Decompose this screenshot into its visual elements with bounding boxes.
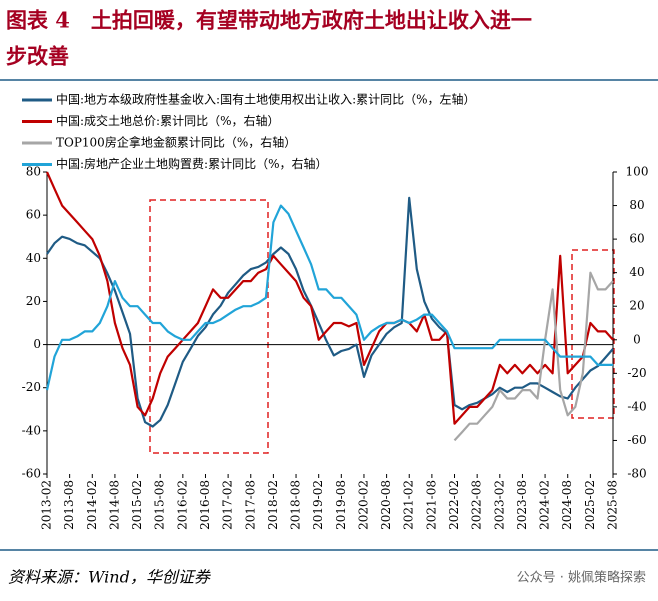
y2-tick-label: -60 [627, 433, 646, 447]
x-tick-label: 2022-02 [447, 480, 461, 530]
x-tick-label: 2023-02 [492, 480, 506, 530]
x-tick-label: 2018-08 [289, 480, 303, 530]
legend-label: 中国:地方本级政府性基金收入:国有土地使用权出让收入:累计同比（%，左轴） [56, 92, 476, 107]
y2-tick-label: 20 [629, 299, 644, 313]
y2-tick-label: -20 [627, 366, 646, 380]
x-tick-label: 2016-08 [198, 480, 212, 530]
x-tick-label: 2013-02 [40, 480, 54, 530]
legend-label: 中国:房地产企业土地购置费:累计同比（%，右轴） [56, 156, 328, 171]
y2-tick-label: 80 [629, 198, 644, 212]
x-tick-label: 2022-08 [470, 480, 484, 530]
x-tick-label: 2016-02 [175, 480, 189, 530]
x-tick-label: 2019-02 [311, 480, 325, 530]
y-tick-label: 0 [33, 337, 41, 351]
y-tick-label: 20 [26, 294, 41, 308]
x-tick-label: 2018-02 [266, 480, 280, 530]
chart-title: 图表 4 土拍回暖，有望带动地方政府土地出让收入进一 [6, 8, 532, 33]
y2-tick-label: 0 [633, 332, 641, 346]
x-tick-label: 2021-08 [424, 480, 438, 530]
y-tick-label: 60 [26, 208, 41, 222]
highlight-box [571, 249, 615, 419]
x-tick-label: 2015-02 [130, 480, 144, 530]
x-tick-label: 2020-02 [356, 480, 370, 530]
series-line [46, 196, 614, 428]
x-tick-label: 2024-08 [560, 480, 574, 530]
source: 资料来源：Wind，华创证券 [8, 568, 212, 587]
y-tick-label: 80 [26, 165, 41, 179]
chart-title: 步改善 [6, 44, 69, 69]
x-tick-label: 2014-02 [85, 480, 99, 530]
x-tick-label: 2020-08 [379, 480, 393, 530]
y2-tick-label: 40 [629, 265, 644, 279]
x-tick-label: 2025-02 [583, 480, 597, 530]
x-tick-label: 2015-08 [153, 480, 167, 530]
y2-tick-label: -80 [627, 467, 646, 481]
y-tick-label: 40 [26, 251, 41, 265]
watermark: 公众号 · 姚佩策略探索 [517, 570, 646, 586]
y2-tick-label: 100 [626, 165, 649, 179]
series-line [453, 271, 614, 442]
x-tick-label: 2023-08 [515, 480, 529, 530]
x-tick-label: 2021-02 [402, 480, 416, 530]
legend-label: TOP100房企拿地金额累计同比（%，右轴） [56, 135, 296, 150]
series-line [45, 171, 614, 425]
legend-label: 中国:成交土地总价:累计同比（%，右轴） [56, 113, 280, 128]
y-tick-label: -20 [22, 380, 41, 394]
x-tick-label: 2013-08 [62, 480, 76, 530]
y2-tick-label: 60 [629, 232, 644, 246]
x-tick-label: 2017-02 [221, 480, 235, 530]
x-tick-label: 2017-08 [243, 480, 257, 530]
x-tick-label: 2014-08 [107, 480, 121, 530]
y-tick-label: -40 [22, 423, 41, 437]
series-line [45, 204, 613, 391]
x-tick-label: 2019-08 [334, 480, 348, 530]
highlight-box [149, 199, 269, 454]
y2-tick-label: -40 [627, 399, 646, 413]
x-tick-label: 2024-02 [538, 480, 552, 530]
y-tick-label: -60 [22, 467, 41, 481]
x-tick-label: 2025-08 [606, 480, 620, 530]
